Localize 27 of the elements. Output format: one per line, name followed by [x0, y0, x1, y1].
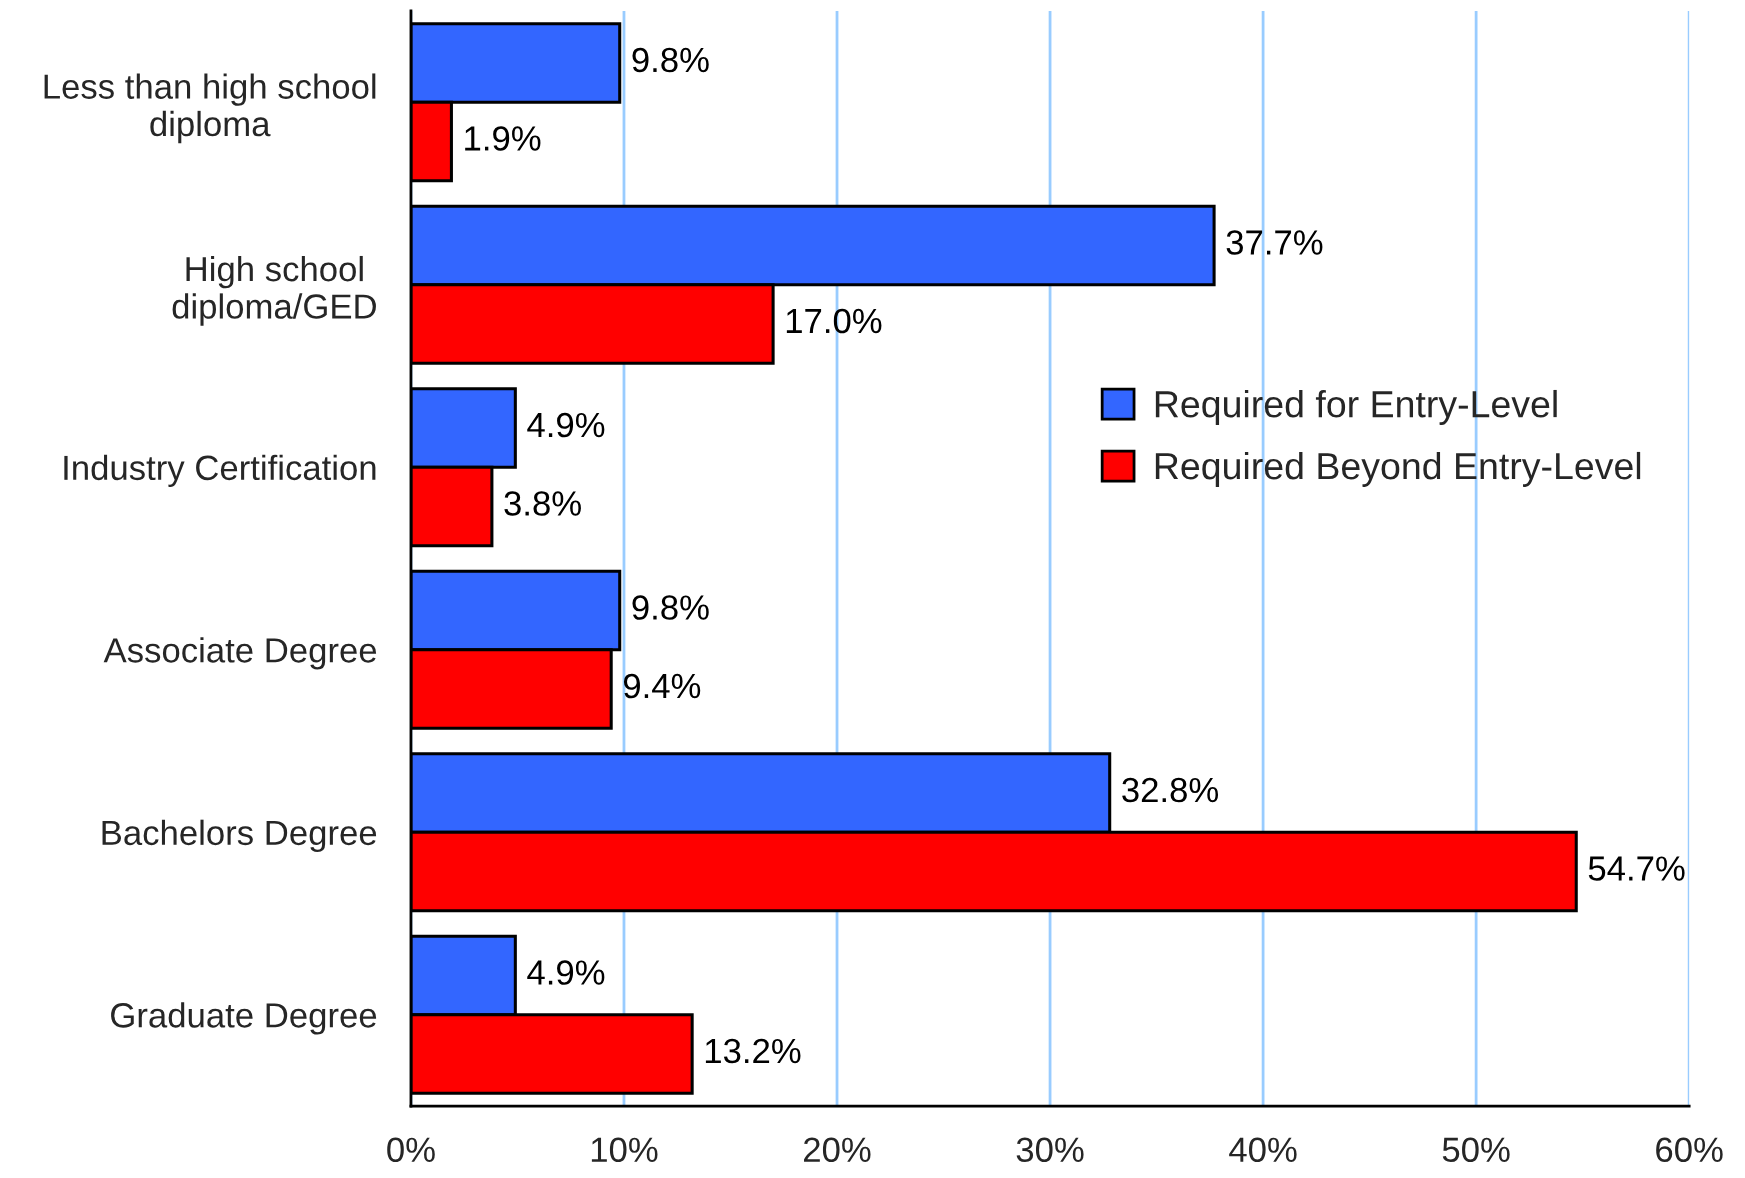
y-tick-label: Graduate Degree: [111, 1002, 377, 1035]
legend-label: Required for Entry-Level: [1155, 389, 1557, 425]
x-tick-label: 50%: [1442, 1137, 1510, 1163]
x-tick-label: 10%: [591, 1137, 658, 1163]
data-label: 13.2%: [705, 1038, 801, 1064]
data-label: 3.8%: [504, 491, 581, 516]
data-label: 32.8%: [1122, 777, 1219, 803]
y-tick-label: Associate Degree: [103, 637, 377, 670]
data-label: 9.8%: [632, 47, 709, 73]
data-label: 4.9%: [527, 412, 605, 438]
data-label: 17.0%: [786, 308, 882, 334]
x-tick-label: 30%: [1016, 1137, 1084, 1163]
y-tick-label: High school diploma/GED: [172, 255, 376, 326]
data-label: 9.4%: [623, 673, 701, 699]
x-tick-label: 0%: [387, 1137, 435, 1163]
y-tick-label: Less than high school diploma: [44, 73, 376, 144]
data-label: 54.7%: [1588, 856, 1685, 881]
data-label: 1.9%: [465, 126, 541, 151]
legend-label: Required Beyond Entry-Level: [1155, 451, 1641, 487]
data-label: 4.9%: [527, 960, 605, 985]
y-tick-label: Bachelors Degree: [102, 819, 377, 853]
data-label: 37.7%: [1226, 230, 1323, 255]
y-tick-label: Industry Certification: [64, 454, 376, 488]
x-tick-label: 20%: [804, 1137, 871, 1163]
x-tick-label: 40%: [1229, 1137, 1297, 1163]
data-label: 9.8%: [632, 595, 709, 620]
x-tick-label: 60%: [1656, 1137, 1723, 1163]
